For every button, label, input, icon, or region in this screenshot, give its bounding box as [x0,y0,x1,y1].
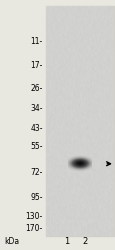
Text: 11-: 11- [30,37,43,46]
Text: kDa: kDa [4,238,19,246]
Text: 95-: 95- [30,193,43,202]
Text: 55-: 55- [30,142,43,151]
Text: 1: 1 [63,238,69,246]
Text: 26-: 26- [30,84,43,93]
Text: 130-: 130- [25,212,43,221]
Text: 2: 2 [81,238,87,246]
Bar [46,6,113,236]
Text: 43-: 43- [30,124,43,133]
Text: 72-: 72- [30,168,43,177]
Text: 17-: 17- [30,60,43,70]
Text: 170-: 170- [25,224,43,233]
Text: 34-: 34- [30,104,43,113]
